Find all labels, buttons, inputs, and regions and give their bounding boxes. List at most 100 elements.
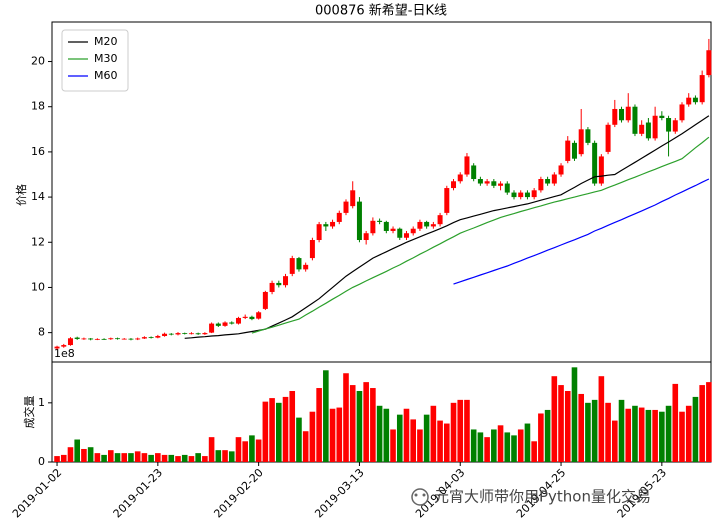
candle-body (54, 346, 60, 349)
ma-line (251, 136, 710, 334)
candle-body (571, 142, 577, 159)
candle-body (343, 201, 349, 213)
volume-bar (645, 409, 652, 462)
volume-bar (282, 396, 289, 462)
candle-body (182, 333, 188, 334)
candle-body (289, 258, 295, 274)
volume-bar (215, 450, 222, 462)
candle-body (283, 276, 289, 286)
volume-bar (235, 437, 242, 462)
volume-bar (491, 429, 497, 462)
volume-bar (349, 385, 356, 462)
volume-bar (524, 423, 531, 462)
candle-body (296, 258, 302, 270)
watermark: 元宵大师带你用Python量化交易 (434, 488, 651, 506)
candle-body (484, 181, 490, 184)
candle-body (303, 264, 309, 270)
candle-body (377, 220, 383, 222)
volume-bar (343, 373, 349, 462)
candle-body (162, 333, 168, 337)
candle-body (74, 337, 80, 339)
candle-body (457, 174, 463, 182)
y-tick-label: 10 (31, 280, 45, 293)
volume-bar (289, 390, 296, 462)
volume-bar (329, 408, 336, 462)
candle-body (672, 120, 678, 132)
volume-bar (60, 454, 67, 462)
legend-label: M20 (94, 35, 118, 48)
candle-body (188, 333, 194, 335)
candle-body (209, 323, 215, 333)
volume-bar (141, 453, 148, 462)
volume-bar (497, 425, 504, 462)
candle-body (699, 75, 705, 103)
candle-body (558, 165, 564, 175)
volume-bar (511, 435, 517, 462)
volume-bar (376, 405, 383, 462)
volume-bar (450, 402, 457, 462)
volume-bar (316, 388, 322, 462)
candle-body (81, 338, 87, 340)
candle-body (417, 221, 423, 229)
candle-body (451, 181, 457, 189)
volume-bar (457, 399, 464, 462)
candle-body (135, 338, 141, 340)
volume-bar (390, 429, 396, 462)
volume-bar (276, 402, 282, 462)
volume-bar (659, 411, 665, 462)
y-tick-label: 18 (31, 100, 45, 113)
y-tick-label: 14 (31, 190, 45, 203)
ma-line (184, 115, 710, 339)
candle-body (679, 104, 685, 121)
candle-body (242, 316, 248, 318)
volume-bar (108, 450, 114, 462)
candle-body (101, 338, 107, 340)
volume-bar (67, 447, 74, 462)
volume-bar (128, 453, 134, 462)
volume-bar (470, 429, 477, 462)
volume-bar (430, 405, 437, 462)
candle-body (383, 221, 389, 231)
volume-bar (181, 454, 188, 462)
candle-body (632, 106, 638, 134)
volume-bar (296, 417, 302, 462)
candle-body (222, 322, 228, 326)
candle-body (195, 333, 201, 335)
candle-body (504, 183, 510, 193)
candle-body (578, 129, 584, 155)
volume-bar (679, 411, 685, 462)
candle-body (88, 338, 94, 340)
y-tick-label: 1 (38, 396, 45, 409)
candle-body (316, 224, 322, 241)
candle-body (397, 228, 403, 238)
candle-body (692, 97, 698, 103)
volume-bar (437, 420, 443, 462)
volume-bar (134, 451, 141, 462)
volume-bar (356, 390, 363, 462)
volume-bar (202, 456, 208, 462)
candle-body (518, 192, 524, 198)
volume-bar (222, 450, 228, 462)
plot-frame (51, 21, 712, 363)
volume-bar (228, 451, 235, 462)
volume-bar (652, 409, 658, 462)
volume-bar (255, 439, 262, 462)
volume-bar (81, 448, 87, 462)
x-tick-label: 2019-01-23 (111, 466, 165, 520)
candle-body (323, 224, 329, 227)
x-tick-label: 2019-02-20 (211, 466, 265, 520)
volume-bar (370, 388, 376, 462)
volume-bar (571, 367, 578, 462)
candle-body (612, 108, 618, 125)
candle-body (370, 220, 376, 234)
candle-body (706, 50, 712, 76)
volume-bar (444, 423, 450, 462)
candle-body (215, 323, 221, 326)
candle-body (686, 97, 692, 105)
volume-bar (94, 453, 101, 462)
volume-bar (161, 454, 168, 462)
candle-body (235, 317, 241, 324)
volume-bar (598, 376, 605, 462)
volume-bar (504, 432, 511, 462)
candle-body (524, 192, 530, 198)
